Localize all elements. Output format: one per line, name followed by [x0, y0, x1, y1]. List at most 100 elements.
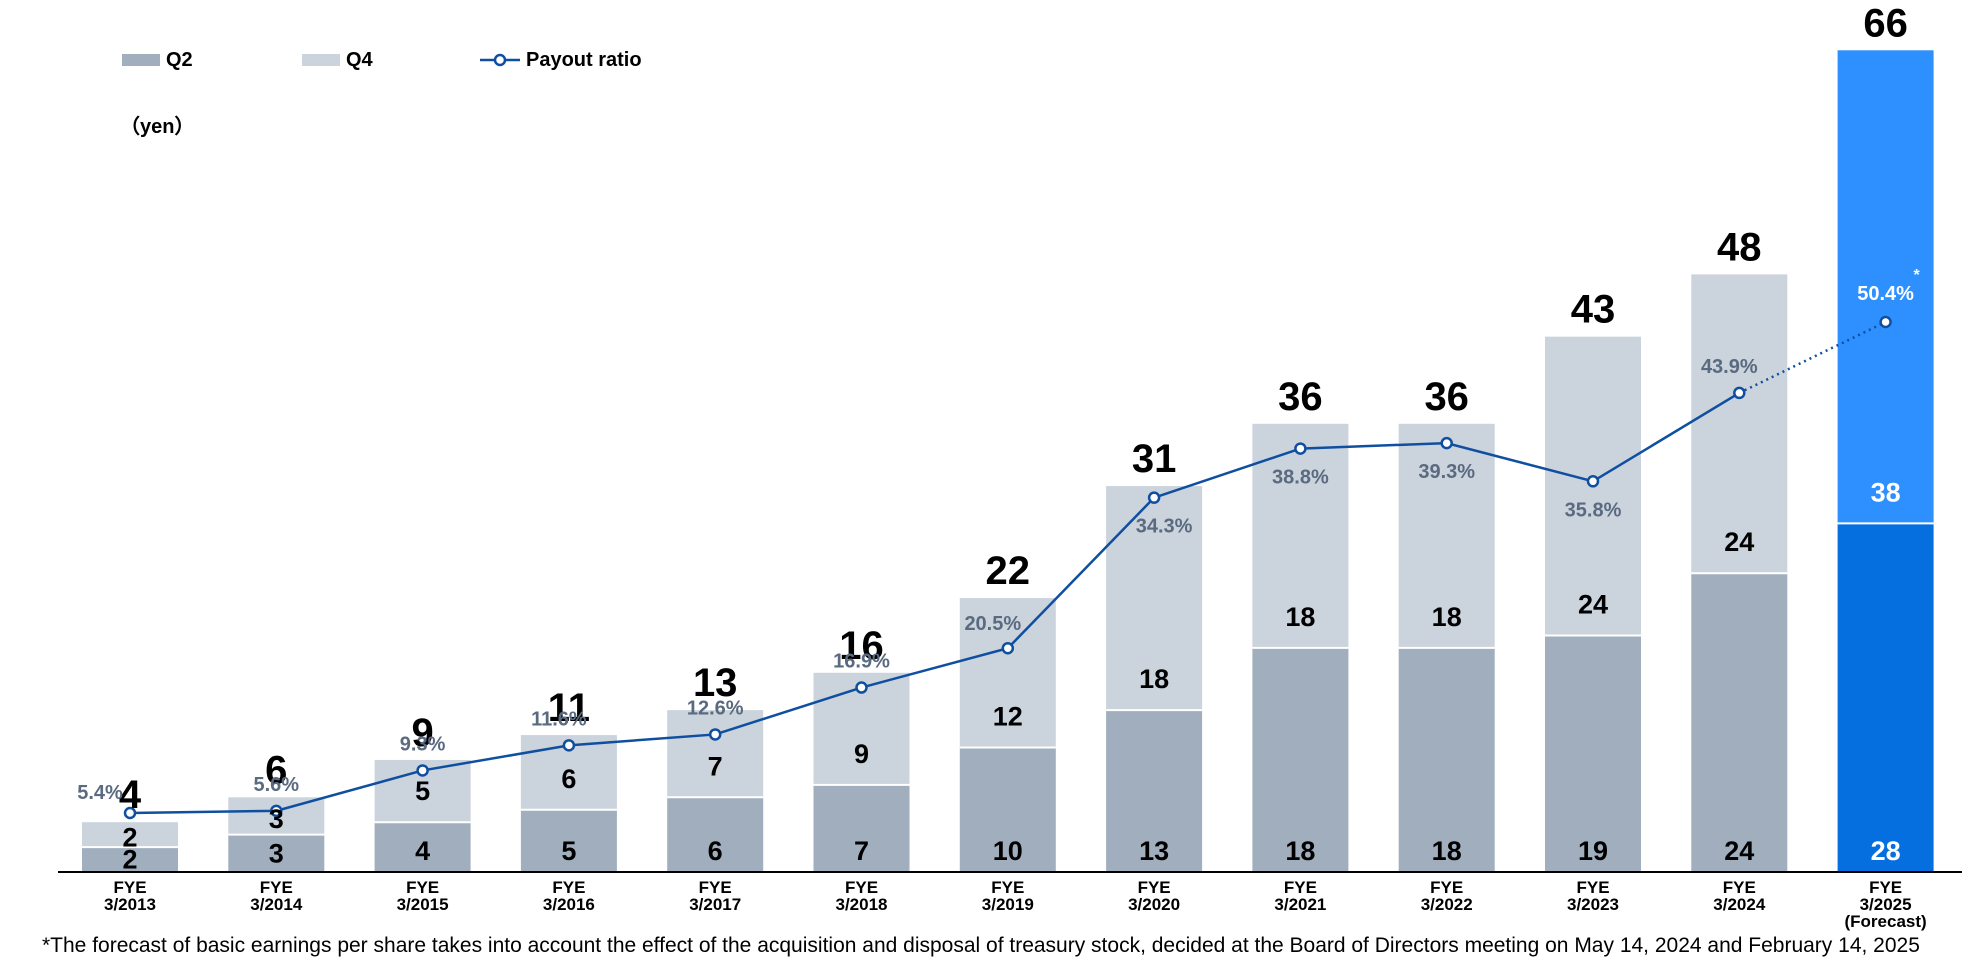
q4-value-label: 3	[269, 804, 284, 834]
q2-value-label: 7	[854, 836, 869, 866]
x-tick-label: FYE 3/2024	[1713, 878, 1766, 914]
bar-q2	[667, 797, 764, 872]
total-value-label: 16	[839, 624, 884, 668]
bar-q2	[813, 784, 910, 872]
q2-value-label: 10	[993, 836, 1023, 866]
q4-value-label: 24	[1724, 527, 1754, 557]
forecast-asterisk: *	[1913, 267, 1920, 284]
bar-q4	[959, 598, 1056, 748]
payout-ratio-point	[1147, 491, 1161, 504]
bar-q2	[374, 822, 471, 872]
x-tick-label: FYE 3/2013	[104, 878, 156, 914]
payout-ratio-point	[1294, 442, 1307, 455]
q2-value-label: 18	[1432, 836, 1462, 866]
legend-label-payout-ratio: Payout ratio	[526, 49, 642, 71]
payout-ratio-label: 39.3%	[1418, 461, 1475, 483]
legend-swatch-q2	[122, 54, 160, 66]
payout-ratio-label: 43.9%	[1701, 356, 1758, 378]
payout-ratio-line	[129, 391, 1740, 815]
x-tick-label: FYE 3/2025 (Forecast)	[1845, 878, 1927, 931]
bar-q4	[1106, 486, 1203, 711]
bar-q2	[520, 809, 617, 872]
total-value-label: 6	[265, 748, 287, 792]
q2-value-label: 5	[561, 836, 576, 866]
x-tick-label: FYE 3/2022	[1421, 878, 1473, 914]
payout-ratio-point	[416, 764, 429, 777]
payout-ratio-point	[1440, 436, 1453, 450]
payout-ratio-point	[562, 739, 576, 752]
payout-ratio-label: 5.6%	[254, 774, 300, 796]
bar-q2	[1398, 647, 1495, 872]
bar-q2	[228, 834, 325, 872]
payout-ratio-label: 16.9%	[833, 651, 890, 673]
q2-value-label: 18	[1285, 836, 1315, 866]
bar-q4	[1252, 423, 1349, 648]
total-value-label: 22	[986, 549, 1031, 593]
x-tick-label: FYE 3/2020	[1128, 878, 1180, 914]
q2-value-label: 6	[708, 836, 723, 866]
bar-q4	[1691, 274, 1788, 574]
q2-value-label: 19	[1578, 836, 1608, 866]
q2-value-label: 28	[1871, 836, 1901, 866]
total-value-label: 66	[1863, 1, 1908, 45]
bar-q4	[1398, 423, 1495, 648]
q4-value-label: 6	[561, 764, 576, 794]
unit-label: （yen）	[120, 115, 194, 138]
bar-q2	[82, 847, 178, 872]
q2-value-label: 2	[122, 845, 137, 875]
payout-ratio-label: 12.6%	[687, 697, 744, 719]
x-axis: FYE 3/2013 FYE 3/2014 FYE 3/2015 FYE 3/2016 FYE 3…	[58, 871, 1962, 931]
payout-ratio-label: 20.5%	[964, 613, 1021, 635]
bar-q4	[1837, 50, 1934, 524]
total-value-label: 9	[411, 711, 433, 755]
bar-q2	[1106, 710, 1203, 872]
q4-value-label: 12	[993, 702, 1023, 732]
x-tick-label: FYE 3/2019	[982, 878, 1034, 914]
legend-label-q4: Q4	[346, 49, 374, 71]
legend-swatch-payout-marker	[493, 53, 507, 67]
payout-ratio-label: 35.8%	[1565, 499, 1622, 521]
total-value-label: 36	[1278, 375, 1323, 419]
x-tick-label: FYE 3/2021	[1274, 878, 1326, 914]
q4-value-label: 18	[1432, 602, 1462, 632]
payout-ratio-point	[1586, 475, 1600, 488]
x-tick-label: FYE 3/2015	[397, 878, 449, 914]
x-tick-label: FYE 3/2017	[689, 878, 741, 914]
payout-ratio-point	[1733, 386, 1746, 400]
legend-swatch-q4	[302, 54, 340, 66]
payout-ratio-label: 38.8%	[1272, 467, 1329, 489]
bar-q2	[1545, 635, 1641, 872]
q4-value-label: 5	[415, 776, 430, 806]
payout-ratio-point	[708, 728, 722, 741]
total-value-label: 13	[693, 661, 738, 705]
payout-ratio-point	[1001, 641, 1015, 655]
total-value-label: 11	[548, 686, 590, 730]
payout-ratio-label: 34.3%	[1136, 516, 1193, 538]
payout-ratio-point	[855, 681, 868, 694]
q2-value-label: 3	[269, 838, 284, 868]
payout-line-layer	[123, 315, 1892, 820]
total-value-label: 31	[1132, 437, 1177, 481]
x-tick-label: FYE 3/2018	[836, 878, 888, 914]
q4-value-label: 38	[1871, 477, 1901, 507]
q4-value-label: 7	[708, 751, 723, 781]
footnote: *The forecast of basic earnings per shar…	[42, 934, 1920, 957]
payout-ratio-label: 5.4%	[77, 782, 123, 804]
bar-q2	[959, 747, 1056, 872]
total-value-label: 36	[1424, 375, 1469, 419]
bar-q2	[1837, 523, 1934, 872]
total-value-label: 43	[1571, 288, 1616, 332]
payout-ratio-label: 11.6%	[531, 708, 587, 730]
x-tick-label: FYE 3/2016	[543, 878, 595, 914]
payout-ratio-label: 50.4%	[1857, 283, 1914, 305]
bar-q2	[1252, 647, 1349, 872]
payout-ratio-label: 9.3%	[400, 733, 446, 755]
q2-value-label: 24	[1724, 836, 1754, 866]
bars-layer	[82, 50, 1934, 872]
labels-layer: 2243364595611671379161012221318311818361…	[77, 1, 1920, 874]
total-value-label: 48	[1717, 225, 1762, 269]
q2-value-label: 4	[415, 836, 430, 866]
q4-value-label: 18	[1285, 602, 1315, 632]
